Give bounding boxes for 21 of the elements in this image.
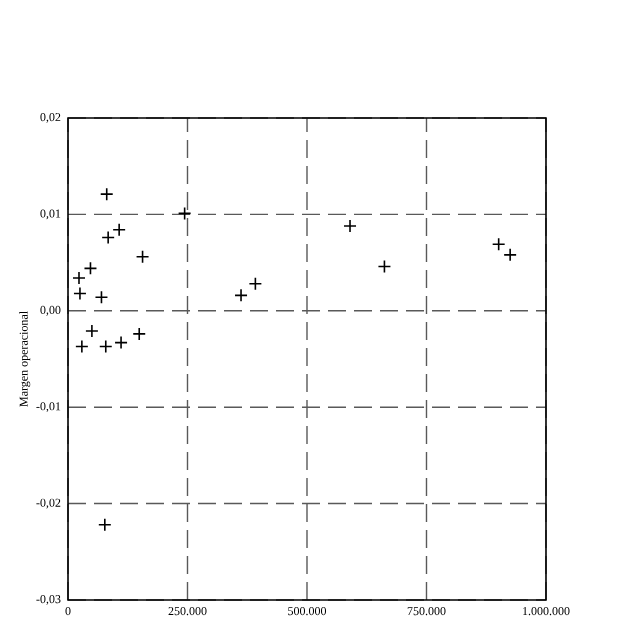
point <box>85 324 99 338</box>
point <box>112 223 126 237</box>
point <box>73 286 87 301</box>
point <box>114 335 128 350</box>
point <box>503 248 517 262</box>
point <box>234 288 248 303</box>
point <box>343 219 357 233</box>
point <box>491 237 506 252</box>
point <box>101 230 115 245</box>
point <box>132 327 147 341</box>
point <box>75 339 89 354</box>
point <box>98 339 113 354</box>
point <box>248 276 263 291</box>
point <box>377 259 392 274</box>
point <box>135 250 150 264</box>
point <box>83 261 98 276</box>
point <box>72 271 86 285</box>
point <box>98 517 112 532</box>
point <box>94 290 109 305</box>
point <box>177 206 192 221</box>
point <box>99 187 114 201</box>
